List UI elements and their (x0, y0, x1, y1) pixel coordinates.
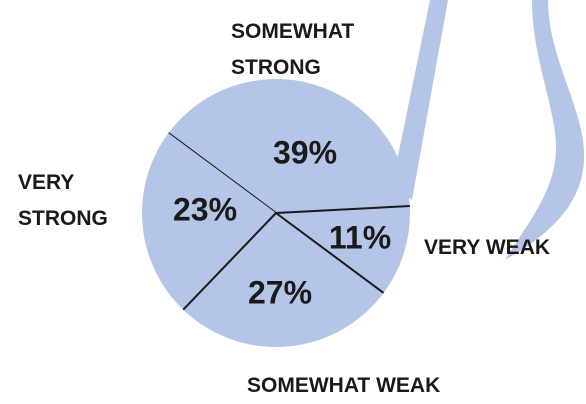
note-flag (505, 0, 584, 260)
category-label: SOMEWHAT STRONG (231, 14, 381, 86)
value-label: 11% (329, 219, 391, 255)
value-label: 39% (273, 134, 337, 170)
value-label: 23% (173, 191, 237, 227)
category-label: VERY STRONG (18, 165, 138, 237)
value-label: 27% (248, 274, 312, 310)
category-label: VERY WEAK (424, 230, 586, 266)
category-label: SOMEWHAT WEAK (247, 368, 507, 404)
chart: 39% 11% 27% 23% SOMEWHAT STRONG VERY WEAK SOM… (0, 0, 586, 404)
